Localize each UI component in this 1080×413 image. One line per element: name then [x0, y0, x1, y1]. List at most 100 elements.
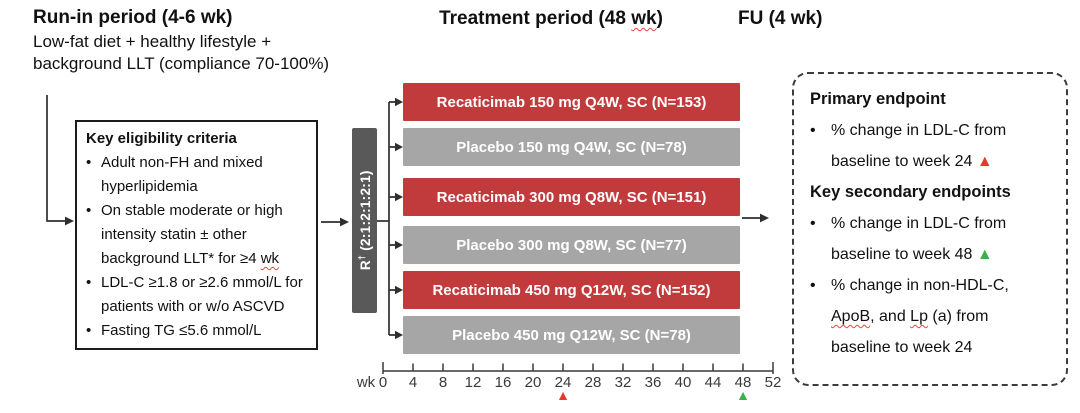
secondary-endpoint-1-line-2-text: baseline to week 48	[831, 246, 977, 263]
arrowhead-arm-1	[395, 97, 403, 107]
primary-endpoint-text: % change in LDL-C from baseline to week …	[831, 115, 1058, 177]
secondary-endpoint-item-2: • % change in non-HDL-C, ApoB, and Lp (a…	[810, 270, 1058, 363]
arrowhead-arm-4	[395, 240, 403, 250]
green-triangle-icon: ▲	[976, 246, 993, 263]
eligibility-item-1-line-2: hyperlipidemia	[101, 178, 198, 195]
eligibility-item-2: • On stable moderate or high intensity s…	[86, 199, 312, 271]
arrowhead-arm-2	[395, 142, 403, 152]
timeline-axis	[382, 362, 774, 374]
tick-label-48: 48	[734, 374, 752, 391]
secondary-endpoint-1-line-1: % change in LDL-C from	[831, 215, 1007, 232]
primary-endpoint-line-2: baseline to week 24 ▲	[831, 146, 1058, 177]
axis-end-ticks	[382, 362, 774, 374]
randomization-label: R† (2:1:2:1:2:1)	[356, 171, 373, 271]
treatment-period-title: Treatment period (48 wk)	[401, 8, 701, 30]
tick-label-24: 24	[554, 374, 572, 391]
flow-lines	[46, 95, 760, 336]
secondary-endpoint-2-mid: , and	[870, 308, 911, 325]
secondary-endpoint-1-text: % change in LDL-C from baseline to week …	[831, 208, 1058, 270]
treatment-period-title-pre: Treatment period (48	[439, 8, 632, 29]
arrowhead-arm-3	[395, 192, 403, 202]
secondary-endpoint-item-1: • % change in LDL-C from baseline to wee…	[810, 208, 1058, 270]
runin-elbow-line	[46, 95, 65, 222]
tick-label-44: 44	[704, 374, 722, 391]
timeline-unit-label: wk	[356, 374, 376, 391]
eligibility-item-2-line-3: background LLT* for ≥4 wk	[101, 247, 312, 271]
bullet-icon: •	[86, 202, 92, 219]
eligibility-item-1-text: Adult non-FH and mixed hyperlipidemia	[101, 151, 312, 199]
eligibility-title: Key eligibility criteria	[86, 130, 237, 147]
run-in-description-line-2: background LLT (compliance 70-100%)	[33, 54, 330, 73]
eligibility-box: Key eligibility criteria • Adult non-FH …	[75, 120, 318, 350]
eligibility-item-2-line-3-pre: background LLT* for ≥4	[101, 250, 261, 267]
secondary-endpoint-2-line-2: ApoB, and Lp (a) from	[831, 301, 1058, 332]
randomization-ratio: (2:1:2:1:2:1)	[357, 170, 373, 251]
arrowheads	[65, 97, 769, 340]
eligibility-item-2-line-2: intensity statin ± other	[101, 226, 247, 243]
arm-bar-recaticimab-150: Recaticimab 150 mg Q4W, SC (N=153)	[403, 83, 740, 121]
eligibility-item-1-line-1: Adult non-FH and mixed	[101, 154, 263, 171]
bullet-icon: •	[810, 122, 816, 139]
secondary-endpoint-2-lp: Lp	[910, 308, 928, 325]
week-48-marker-icon: ▲	[736, 387, 750, 403]
endpoints-box: Primary endpoint • % change in LDL-C fro…	[792, 72, 1068, 386]
arm-bar-placebo-450: Placebo 450 mg Q12W, SC (N=78)	[403, 316, 740, 354]
tick-label-12: 12	[464, 374, 482, 391]
bullet-icon: •	[86, 322, 92, 339]
secondary-endpoint-2-text: % change in non-HDL-C, ApoB, and Lp (a) …	[831, 270, 1058, 363]
branch-arm-lines	[389, 101, 395, 336]
run-in-block: Run-in period (4-6 wk) Low-fat diet + he…	[33, 5, 393, 75]
tick-label-8: 8	[438, 374, 448, 391]
tick-label-40: 40	[674, 374, 692, 391]
secondary-endpoint-2-post: (a) from	[927, 308, 989, 325]
eligibility-item-1: • Adult non-FH and mixed hyperlipidemia	[86, 151, 312, 199]
treatment-period-title-post: )	[656, 8, 663, 29]
tick-label-36: 36	[644, 374, 662, 391]
arrowhead-into-randomization	[340, 217, 349, 227]
tick-label-0: 0	[378, 374, 388, 391]
secondary-endpoint-2-apob: ApoB	[831, 308, 871, 325]
tick-label-20: 20	[524, 374, 542, 391]
primary-endpoint-line-2-text: baseline to week 24	[831, 153, 977, 170]
tick-label-16: 16	[494, 374, 512, 391]
eligibility-item-4-text: Fasting TG ≤5.6 mmol/L	[101, 319, 312, 343]
run-in-description-line-1: Low-fat diet + healthy lifestyle +	[33, 32, 272, 51]
week-24-marker-icon: ▲	[556, 387, 570, 403]
arm-bar-placebo-300: Placebo 300 mg Q8W, SC (N=77)	[403, 226, 740, 264]
arm-bar-placebo-150: Placebo 150 mg Q4W, SC (N=78)	[403, 128, 740, 166]
arrowhead-arm-5	[395, 285, 403, 295]
randomization-bar: R† (2:1:2:1:2:1)	[352, 128, 377, 313]
eligibility-item-2-line-3-wk: wk	[260, 250, 280, 267]
eligibility-item-2-line-1: On stable moderate or high	[101, 202, 283, 219]
arm-bar-recaticimab-300: Recaticimab 300 mg Q8W, SC (N=151)	[403, 178, 740, 216]
tick-label-28: 28	[584, 374, 602, 391]
follow-up-title: FU (4 wk)	[738, 8, 823, 29]
secondary-endpoint-2-line-3: baseline to week 24	[831, 339, 973, 356]
eligibility-item-3: • LDL-C ≥1.8 or ≥2.6 mmol/L for patients…	[86, 271, 312, 319]
secondary-endpoints-title: Key secondary endpoints	[810, 183, 1011, 201]
eligibility-item-3-line-1: LDL-C ≥1.8 or ≥2.6 mmol/L for	[101, 274, 303, 291]
tick-label-4: 4	[408, 374, 418, 391]
axis-ticks	[412, 363, 744, 371]
secondary-endpoint-1-line-2: baseline to week 48 ▲	[831, 239, 1058, 270]
run-in-title: Run-in period (4-6 wk)	[33, 7, 233, 28]
eligibility-item-3-line-2: patients with or w/o ASCVD	[101, 298, 285, 315]
bullet-icon: •	[86, 274, 92, 291]
arm-bar-recaticimab-450: Recaticimab 450 mg Q12W, SC (N=152)	[403, 271, 740, 309]
tick-label-52: 52	[764, 374, 782, 391]
bullet-icon: •	[810, 215, 816, 232]
primary-endpoint-title: Primary endpoint	[810, 90, 946, 108]
treatment-period-title-wk: wk	[631, 8, 657, 29]
eligibility-item-2-text: On stable moderate or high intensity sta…	[101, 199, 312, 271]
randomization-dagger: †	[356, 255, 367, 261]
bullet-icon: •	[810, 277, 816, 294]
arrowhead-into-eligibility	[65, 216, 74, 226]
tick-label-32: 32	[614, 374, 632, 391]
eligibility-item-4-line-1: Fasting TG ≤5.6 mmol/L	[101, 322, 262, 339]
randomization-r: R	[357, 260, 373, 271]
arrowhead-arm-6	[395, 330, 403, 340]
primary-endpoint-item: • % change in LDL-C from baseline to wee…	[810, 115, 1058, 177]
eligibility-item-3-text: LDL-C ≥1.8 or ≥2.6 mmol/L for patients w…	[101, 271, 312, 319]
